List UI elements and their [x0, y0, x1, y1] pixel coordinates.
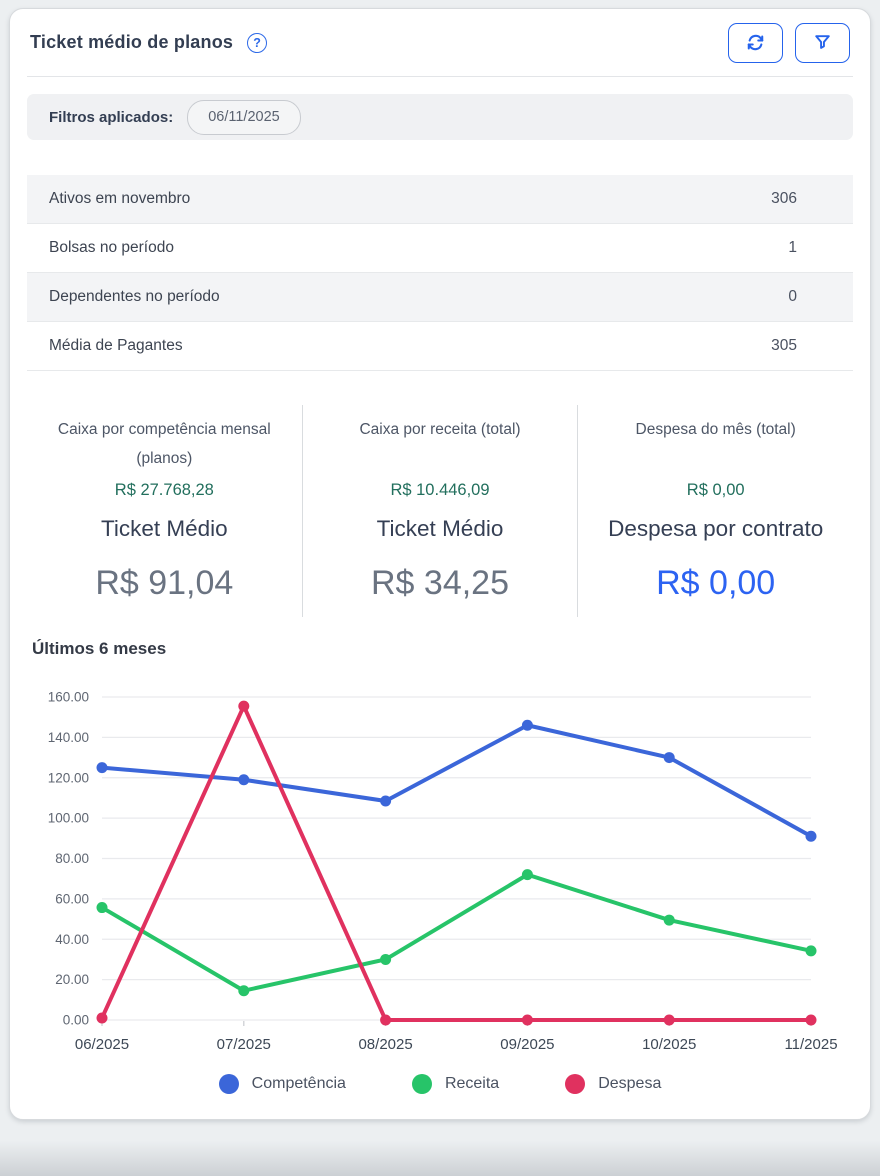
applied-filters-label: Filtros aplicados: — [49, 108, 174, 126]
svg-text:80.00: 80.00 — [55, 851, 89, 866]
legend-item-receita[interactable]: Receita — [411, 1074, 500, 1094]
svg-text:08/2025: 08/2025 — [358, 1036, 412, 1053]
table-row: Ativos em novembro 306 — [27, 175, 853, 224]
stats-row-label: Dependentes no período — [49, 288, 220, 305]
metric-caption: Despesa do mês (total) — [635, 421, 796, 438]
legend-label: Despesa — [598, 1075, 662, 1092]
filter-button[interactable] — [795, 22, 850, 63]
legend-label: Competência — [251, 1075, 346, 1092]
stats-row-label: Bolsas no período — [49, 239, 174, 256]
svg-text:40.00: 40.00 — [55, 932, 89, 947]
refresh-button[interactable] — [728, 22, 783, 63]
page-title: Ticket médio de planos — [30, 32, 234, 52]
refresh-icon — [746, 33, 765, 52]
legend-dot-icon — [218, 1074, 239, 1094]
table-row: Dependentes no período 0 — [27, 273, 853, 322]
metric-caption: Caixa por receita (total) — [359, 421, 521, 438]
table-row: Bolsas no período 1 — [27, 224, 853, 273]
legend-dot-icon — [565, 1074, 586, 1094]
svg-text:07/2025: 07/2025 — [217, 1036, 271, 1053]
filter-date-chip[interactable]: 06/11/2025 — [187, 99, 301, 135]
funnel-icon — [813, 33, 832, 52]
svg-text:06/2025: 06/2025 — [75, 1036, 129, 1053]
svg-text:20.00: 20.00 — [55, 972, 89, 987]
metric-caption-value: R$ 27.768,28 — [114, 481, 214, 499]
svg-text:11/2025: 11/2025 — [784, 1036, 837, 1053]
metric-value: R$ 0,00 — [656, 564, 776, 602]
stats-row-value: 306 — [771, 190, 797, 207]
applied-filters-bar: Filtros aplicados: 06/11/2025 — [27, 94, 853, 140]
stats-row-value: 0 — [788, 288, 797, 305]
metric-despesa: Despesa do mês (total) R$ 0,00 Despesa p… — [577, 405, 853, 617]
ticket-medio-card: Ticket médio de planos ? — [9, 8, 871, 1120]
legend-dot-icon — [411, 1074, 432, 1094]
svg-text:60.00: 60.00 — [55, 891, 89, 906]
legend-item-despesa[interactable]: Despesa — [565, 1074, 661, 1094]
line-chart-svg[interactable]: 0.00 20.00 40.00 60.00 80.00 100.00 120.00 140.… — [27, 668, 851, 1058]
metric-competencia: Caixa por competência mensal (planos) R$… — [27, 405, 302, 617]
stats-row-label: Ativos em novembro — [49, 190, 191, 207]
metric-caption-value: R$ 10.446,09 — [390, 481, 490, 499]
stats-row-value: 305 — [771, 337, 797, 354]
legend-label: Receita — [444, 1075, 500, 1092]
card-header: Ticket médio de planos ? — [27, 9, 853, 77]
stats-row-value: 1 — [788, 239, 797, 256]
svg-text:10/2025: 10/2025 — [642, 1036, 696, 1053]
chart-area: 0.00 20.00 40.00 60.00 80.00 100.00 120.00 140.… — [27, 668, 853, 1063]
question-circle-icon[interactable]: ? — [247, 32, 268, 53]
stats-row-label: Média de Pagantes — [49, 337, 183, 354]
legend-item-competencia[interactable]: Competência — [218, 1074, 346, 1094]
metric-caption-value: R$ 0,00 — [686, 481, 745, 499]
svg-text:120.00: 120.00 — [48, 770, 89, 785]
stats-table: Ativos em novembro 306 Bolsas no período… — [27, 175, 853, 371]
table-row: Média de Pagantes 305 — [27, 322, 853, 371]
metric-title: Ticket Médio — [376, 516, 504, 541]
metric-value: R$ 34,25 — [371, 564, 509, 602]
metric-caption: Caixa por competência mensal (planos) — [57, 421, 271, 467]
metrics-row: Caixa por competência mensal (planos) R$… — [27, 405, 853, 617]
chart-heading: Últimos 6 meses — [32, 639, 167, 658]
chart-legend: Competência Receita Despesa — [27, 1069, 853, 1099]
svg-text:140.00: 140.00 — [48, 730, 89, 745]
metric-receita: Caixa por receita (total) R$ 10.446,09 T… — [301, 405, 578, 617]
svg-text:09/2025: 09/2025 — [500, 1036, 554, 1053]
svg-text:100.00: 100.00 — [48, 811, 89, 826]
svg-text:160.00: 160.00 — [48, 690, 89, 705]
svg-text:0.00: 0.00 — [63, 1013, 89, 1028]
metric-title: Despesa por contrato — [608, 516, 824, 541]
metric-title: Ticket Médio — [100, 516, 228, 541]
metric-value: R$ 91,04 — [95, 564, 234, 602]
